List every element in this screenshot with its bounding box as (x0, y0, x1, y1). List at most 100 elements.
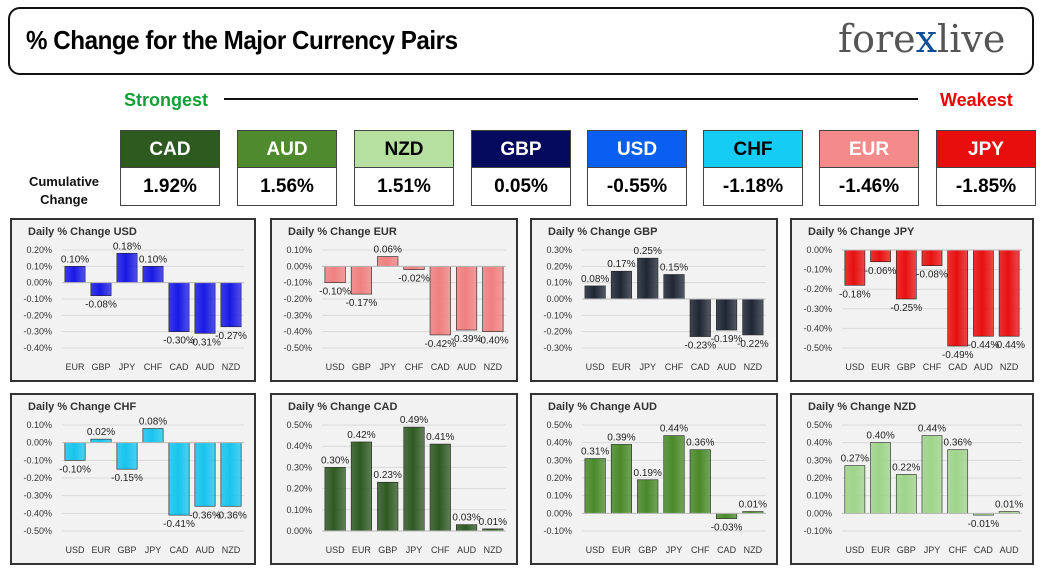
cumulative-column-chf: CHF -1.18% (703, 130, 803, 206)
data-label: 0.08% (581, 274, 609, 285)
y-tick-label: -0.50% (803, 343, 832, 353)
bar-chart: Daily % Change GBP -0.30% -0.20% -0.10% 0.00… (543, 226, 768, 372)
x-tick-label: EUR (352, 545, 372, 555)
x-tick-label: EUR (871, 362, 891, 372)
y-tick-label: -0.10% (23, 294, 52, 304)
data-label: 0.27% (841, 454, 869, 465)
cumulative-change-label: Cumulative Change (28, 174, 100, 207)
bar-jpy (637, 257, 659, 300)
data-label: -0.42% (424, 339, 456, 350)
data-label: -0.31% (189, 337, 221, 348)
data-label: 0.44% (660, 424, 688, 435)
x-tick-label: AUD (457, 545, 477, 555)
data-label: -0.19% (711, 334, 743, 345)
y-tick-label: 0.30% (546, 245, 572, 255)
x-tick-label: USD (586, 545, 606, 555)
cumulative-column-gbp: GBP 0.05% (471, 130, 571, 206)
x-tick-label: NZD (744, 362, 763, 372)
x-tick-label: USD (326, 362, 346, 372)
bar-gbp (116, 442, 138, 470)
cumulative-value: -1.85% (936, 168, 1036, 206)
bar-jpy (142, 428, 164, 443)
data-label: -0.30% (163, 336, 195, 347)
data-label: -0.02% (398, 274, 430, 285)
data-label: 0.22% (892, 462, 920, 473)
y-tick-label: 0.10% (286, 505, 312, 515)
bar-cad (168, 442, 190, 516)
data-label: -0.01% (968, 519, 1000, 530)
data-label: -0.10% (59, 464, 91, 475)
x-tick-label: JPY (924, 545, 941, 555)
data-label: 0.01% (995, 500, 1023, 511)
y-tick-label: -0.30% (803, 304, 832, 314)
data-label: -0.23% (684, 341, 716, 352)
x-tick-label: EUR (612, 545, 632, 555)
data-label: 0.39% (607, 432, 635, 443)
x-tick-label: NZD (222, 362, 241, 372)
y-tick-label: 0.50% (286, 420, 312, 430)
bar-eur (610, 270, 632, 300)
chart-title: Daily % Change CAD (288, 401, 397, 413)
y-tick-label: 0.10% (26, 420, 52, 430)
y-tick-label: 0.50% (806, 420, 832, 430)
data-label: 0.23% (374, 470, 402, 481)
currency-header: USD (587, 130, 687, 168)
cumulative-column-usd: USD -0.55% (587, 130, 687, 206)
x-tick-label: CAD (691, 362, 711, 372)
bar-gbp (895, 474, 917, 514)
x-tick-label: CHF (431, 545, 450, 555)
currency-header: AUD (237, 130, 337, 168)
x-tick-label: NZD (484, 545, 503, 555)
x-tick-label: EUR (91, 545, 111, 555)
bar-gbp (377, 481, 399, 532)
y-tick-label: 0.00% (806, 508, 832, 518)
bar-usd (584, 285, 606, 300)
data-label: -0.17% (346, 298, 378, 309)
y-tick-label: 0.30% (806, 455, 832, 465)
bar-jpy (663, 435, 685, 514)
bar-aud (456, 266, 478, 331)
x-tick-label: NZD (744, 545, 763, 555)
cumulative-column-nzd: NZD 1.51% (354, 130, 454, 206)
x-tick-label: CAD (717, 545, 737, 555)
currency-header: JPY (936, 130, 1036, 168)
currency-header: CAD (120, 130, 220, 168)
x-tick-label: AUD (974, 362, 994, 372)
forexlive-logo[interactable]: forexlive (838, 17, 1005, 61)
x-tick-label: CHF (144, 362, 163, 372)
data-label: 0.06% (374, 245, 402, 256)
data-label: -0.25% (890, 303, 922, 314)
logo-part-3: live (937, 17, 1006, 61)
y-tick-label: -0.30% (23, 491, 52, 501)
bar-usd (844, 465, 866, 514)
x-tick-label: CHF (923, 362, 942, 372)
data-label: 0.40% (866, 431, 894, 442)
data-label: -0.15% (111, 473, 143, 484)
chart-panel: Daily % Change EUR -0.50% -0.40% -0.30% -0.2… (270, 218, 518, 382)
x-tick-label: EUR (871, 545, 891, 555)
data-label: 0.10% (61, 254, 89, 265)
bar-gbp (350, 266, 372, 295)
bar-chf (429, 443, 451, 532)
y-tick-label: -0.20% (543, 327, 572, 337)
x-tick-label: AUD (457, 362, 477, 372)
chart-title: Daily % Change AUD (548, 401, 657, 413)
y-tick-label: -0.50% (23, 526, 52, 536)
y-tick-label: 0.00% (26, 438, 52, 448)
x-tick-label: CAD (948, 362, 968, 372)
cumulative-column-eur: EUR -1.46% (819, 130, 919, 206)
cumulative-value: -1.46% (819, 168, 919, 206)
data-label: 0.41% (426, 432, 454, 443)
y-tick-label: -0.20% (803, 284, 832, 294)
data-label: -0.27% (215, 331, 247, 342)
y-tick-label: 0.30% (546, 455, 572, 465)
bar-chart: Daily % Change AUD -0.10% 0.00% 0.10% 0.20% 0… (543, 401, 767, 555)
bar-chf (663, 274, 685, 300)
y-tick-label: -0.20% (23, 310, 52, 320)
cumulative-value: -1.18% (703, 168, 803, 206)
bar-gbp (90, 282, 112, 297)
currency-header: NZD (354, 130, 454, 168)
data-label: -0.18% (839, 289, 871, 300)
data-label: -0.39% (451, 334, 483, 345)
x-tick-label: USD (65, 545, 85, 555)
